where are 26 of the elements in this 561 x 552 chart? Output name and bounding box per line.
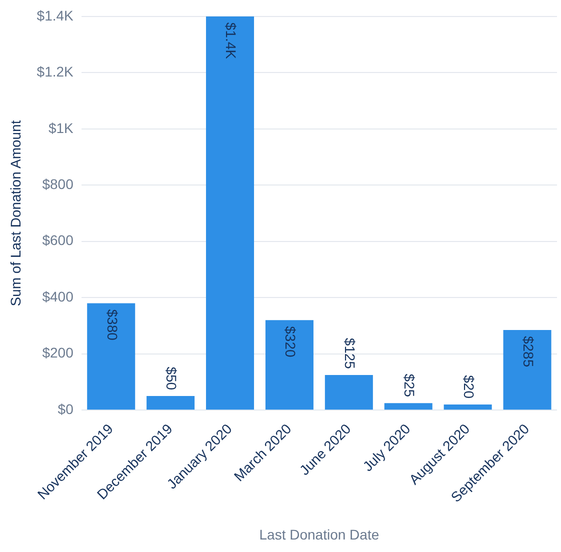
data-label: $125 bbox=[342, 338, 358, 370]
x-axis-title: Last Donation Date bbox=[259, 526, 380, 542]
data-label: $380 bbox=[104, 309, 120, 341]
y-axis-title: Sum of Last Donation Amount bbox=[7, 120, 24, 306]
y-tick-label: $0 bbox=[58, 400, 74, 417]
bar bbox=[384, 403, 432, 410]
y-tick-label: $400 bbox=[42, 288, 74, 304]
bar bbox=[503, 330, 552, 410]
bar bbox=[265, 320, 314, 410]
bar bbox=[146, 396, 195, 410]
data-label: $50 bbox=[164, 366, 180, 390]
y-tick-label: $1.4K bbox=[36, 7, 74, 24]
bar bbox=[87, 303, 136, 410]
data-label: $20 bbox=[460, 375, 477, 399]
data-label: $320 bbox=[282, 326, 299, 358]
bar bbox=[444, 404, 492, 410]
y-tick-label: $800 bbox=[42, 176, 74, 192]
bar bbox=[206, 16, 254, 410]
y-tick-label: $1K bbox=[48, 120, 74, 136]
data-label: $285 bbox=[520, 336, 536, 368]
y-tick-label: $1.2K bbox=[36, 64, 74, 80]
y-tick-label: $600 bbox=[42, 232, 74, 248]
bar bbox=[324, 374, 373, 410]
data-label: $25 bbox=[402, 374, 418, 398]
y-tick-label: $200 bbox=[42, 344, 74, 361]
data-label: $1.4K bbox=[223, 22, 240, 60]
